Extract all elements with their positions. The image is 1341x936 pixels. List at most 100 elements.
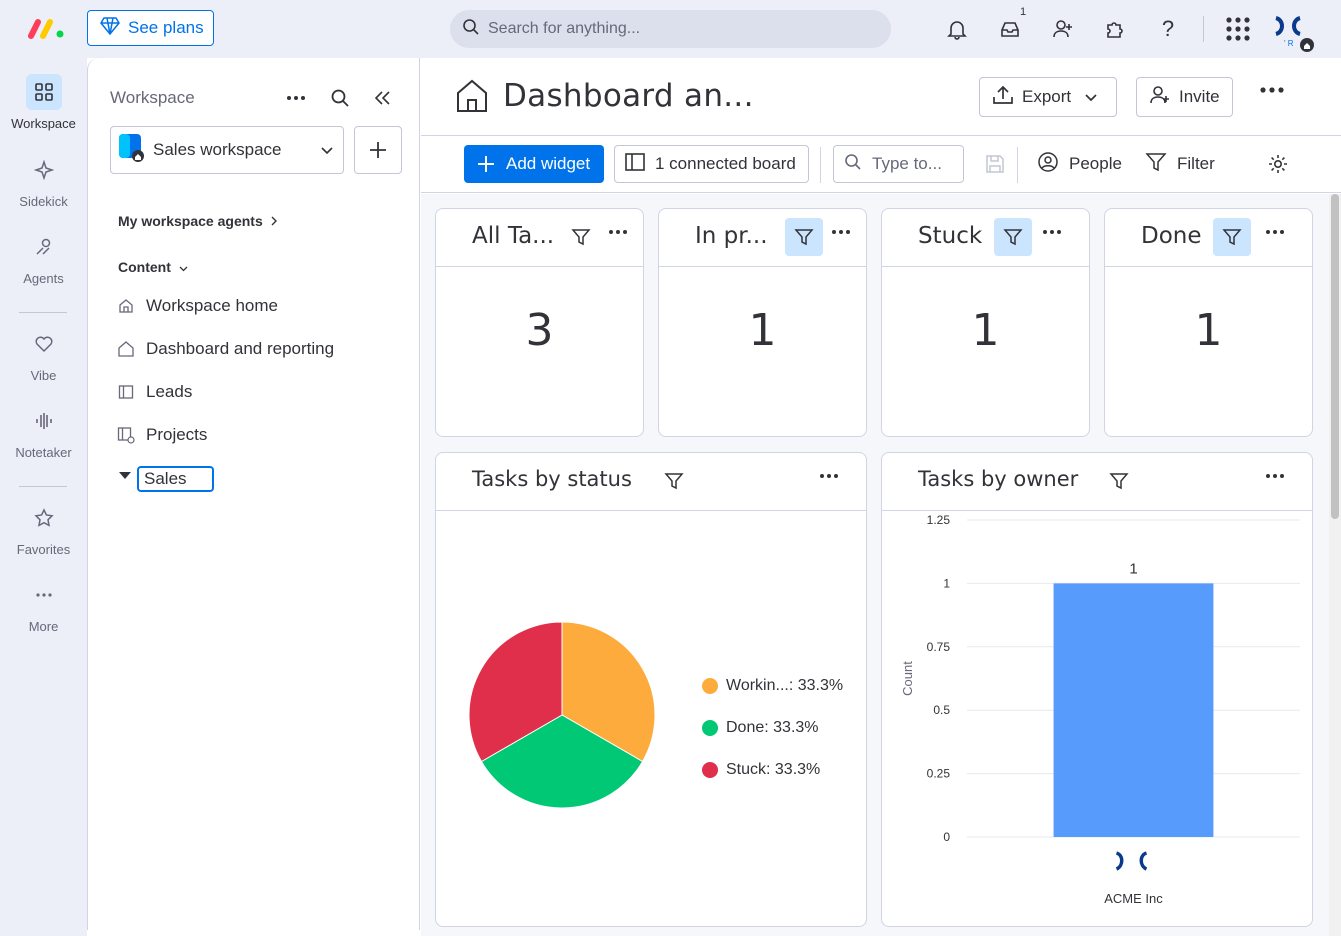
chevron-down-icon <box>321 140 333 160</box>
connected-board-button[interactable]: 1 connected board <box>614 145 809 183</box>
widget-tasks-by-owner[interactable]: Tasks by owner 1.25 1 0.75 0.5 0.25 0 Count 1 AC… <box>881 452 1313 927</box>
legend-swatch <box>702 678 718 694</box>
dashboard-search-input[interactable]: Type to... <box>833 145 964 183</box>
toolbar-divider <box>820 147 821 183</box>
legend-item-done[interactable]: Done: 33.3% <box>702 719 819 737</box>
sidebar-item-workspace-home[interactable]: Workspace home <box>116 291 278 321</box>
x-category-label: ACME Inc <box>1104 891 1163 906</box>
monday-logo[interactable] <box>28 16 66 40</box>
bell-icon[interactable] <box>942 14 972 44</box>
add-widget-button[interactable]: Add widget <box>464 145 604 183</box>
collapse-sidebar-icon[interactable] <box>370 86 394 110</box>
sidebar-item-projects[interactable]: Projects <box>116 420 207 450</box>
waveform-icon <box>26 403 62 439</box>
add-item-button[interactable] <box>354 126 402 174</box>
save-icon[interactable] <box>975 145 1015 183</box>
filter-icon[interactable] <box>1213 218 1251 256</box>
filter-icon[interactable] <box>994 218 1032 256</box>
avatar[interactable]: ' R <box>1270 12 1316 52</box>
number-widget-all-tasks[interactable]: All Ta... 3 <box>435 208 644 437</box>
rail-item-agents[interactable]: Agents <box>0 229 87 286</box>
workspace-avatar-icon <box>119 133 145 167</box>
rail-item-vibe[interactable]: Vibe <box>0 326 87 383</box>
widget-header: Tasks by owner <box>882 453 1312 511</box>
agents-section-label: My workspace agents <box>118 213 263 229</box>
more-options-icon[interactable] <box>608 229 628 235</box>
more-options-icon[interactable] <box>1042 229 1062 235</box>
caret-down-icon[interactable] <box>119 472 131 479</box>
plus-icon <box>478 156 494 172</box>
legend-label: Workin...: 33.3% <box>726 677 844 694</box>
chevron-down-icon <box>1085 87 1097 107</box>
puzzle-icon[interactable] <box>1100 14 1130 44</box>
people-filter-button[interactable]: People <box>1027 145 1132 183</box>
y-tick-label: 0.5 <box>933 703 950 717</box>
more-options-icon[interactable] <box>819 473 839 479</box>
export-button[interactable]: Export <box>979 77 1117 117</box>
sparkle-icon <box>26 152 62 188</box>
scrollbar-thumb[interactable] <box>1331 194 1339 519</box>
top-bar: See plans Search for anything... 1 ? ' R <box>0 0 1341 58</box>
rail-item-notetaker[interactable]: Notetaker <box>0 403 87 460</box>
sidebar-item-leads[interactable]: Leads <box>116 377 192 407</box>
inbox-icon[interactable] <box>995 14 1025 44</box>
rail-item-sidekick[interactable]: Sidekick <box>0 152 87 209</box>
add-person-icon <box>1149 84 1171 111</box>
number-widget-done[interactable]: Done 1 <box>1104 208 1313 437</box>
sidebar-item-label: Workspace home <box>146 296 278 315</box>
global-search-input[interactable]: Search for anything... <box>450 10 891 48</box>
more-options-icon[interactable] <box>1265 229 1285 235</box>
add-widget-label: Add widget <box>506 154 591 173</box>
folder-name-input[interactable]: Sales <box>137 466 214 492</box>
pie-slice-stuck[interactable] <box>468 621 563 763</box>
filter-icon[interactable] <box>785 218 823 256</box>
filter-button[interactable]: Filter <box>1135 145 1225 183</box>
page-title[interactable]: Dashboard an... <box>503 78 754 114</box>
filter-icon[interactable] <box>562 218 600 256</box>
rail-item-favorites[interactable]: Favorites <box>0 500 87 557</box>
toolbar-divider <box>1017 147 1018 183</box>
rail-item-more[interactable]: More <box>0 577 87 634</box>
more-options-icon[interactable] <box>1259 86 1285 94</box>
status-pie-chart <box>468 621 656 809</box>
content-section[interactable]: Content <box>118 259 188 275</box>
vertical-scrollbar[interactable] <box>1329 194 1341 936</box>
widget-tasks-by-status[interactable]: Tasks by status Workin...: 33.3% Done: 3… <box>435 452 867 927</box>
agents-section[interactable]: My workspace agents <box>118 213 278 229</box>
widget-header: Tasks by status <box>436 453 866 511</box>
rail-divider <box>19 312 67 313</box>
y-tick-label: 0 <box>943 830 950 844</box>
legend-item-stuck[interactable]: Stuck: 33.3% <box>702 761 820 779</box>
search-icon <box>844 153 862 176</box>
content-section-label: Content <box>118 259 171 275</box>
pie-slice-done[interactable] <box>480 714 644 809</box>
invite-members-icon[interactable] <box>1048 14 1078 44</box>
board-icon <box>116 382 136 402</box>
sidebar-item-dashboard[interactable]: Dashboard and reporting <box>116 334 334 364</box>
number-widget-in-progress[interactable]: In pr... 1 <box>658 208 867 437</box>
workspace-selector[interactable]: Sales workspace <box>110 126 344 174</box>
pie-slice-workin[interactable] <box>561 621 656 763</box>
rail-item-workspace[interactable]: Workspace <box>0 74 87 131</box>
more-options-icon[interactable] <box>831 229 851 235</box>
workspace-name: Sales workspace <box>153 140 282 159</box>
search-icon[interactable] <box>328 86 352 110</box>
more-options-icon[interactable] <box>1265 473 1285 479</box>
invite-button[interactable]: Invite <box>1136 77 1233 117</box>
help-icon[interactable]: ? <box>1161 16 1175 41</box>
left-rail: Workspace Sidekick Agents Vibe Notetaker… <box>0 58 87 936</box>
more-options-icon[interactable] <box>284 86 308 110</box>
bar-acme-inc[interactable] <box>1053 583 1214 837</box>
legend-item-working[interactable]: Workin...: 33.3% <box>702 677 843 695</box>
see-plans-button[interactable]: See plans <box>87 10 214 46</box>
filter-icon[interactable] <box>655 462 693 500</box>
y-tick-label: 0.75 <box>927 640 951 654</box>
number-widget-stuck[interactable]: Stuck 1 <box>881 208 1090 437</box>
star-icon <box>26 500 62 536</box>
filter-icon[interactable] <box>1100 462 1138 500</box>
widgets-canvas: All Ta... 3 In pr... 1 Stuck <box>421 194 1329 936</box>
settings-gear-icon[interactable] <box>1257 145 1299 183</box>
people-label: People <box>1069 154 1122 173</box>
apps-grid-icon[interactable] <box>1223 14 1253 44</box>
agents-icon <box>26 229 62 265</box>
